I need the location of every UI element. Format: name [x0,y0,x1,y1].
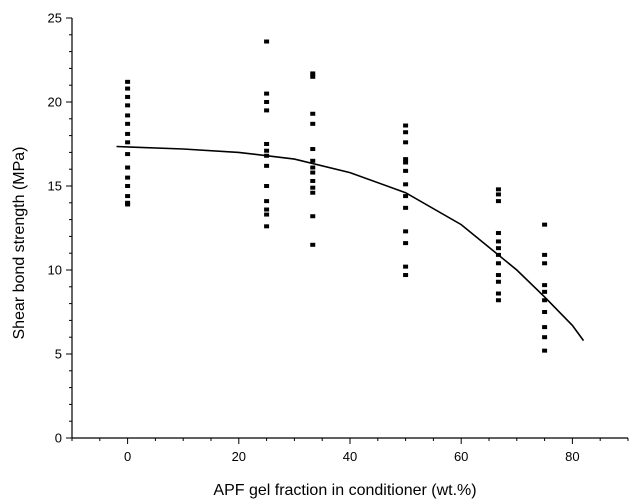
data-point [264,207,270,212]
data-point [403,273,409,278]
data-point [264,163,270,168]
data-point [310,158,316,163]
data-point [125,175,131,180]
data-point [403,130,409,135]
data-point [495,239,501,244]
data-point [264,148,270,153]
axis-ticks: 0 20 40 60 80 0 5 10 15 20 25 [48,11,629,464]
data-point [495,261,501,266]
x-tick-label: 40 [343,449,357,464]
data-point [495,273,501,278]
data-point [125,131,131,136]
data-point [542,289,548,294]
data-point [542,348,548,353]
data-point [403,182,409,187]
data-point [310,190,316,195]
data-point [542,261,548,266]
data-point [310,170,316,175]
data-point [125,121,131,126]
data-point [403,168,409,173]
data-point [310,147,316,152]
data-point [403,157,409,162]
data-point [495,246,501,251]
data-point [542,335,548,340]
data-point [403,241,409,246]
y-tick-label: 10 [48,263,62,278]
y-tick-label: 20 [48,95,62,110]
data-point [264,184,270,188]
fit-curve [116,145,585,342]
data-point [403,229,409,234]
data-point [495,291,501,296]
data-point [403,264,409,269]
x-tick-label: 0 [124,449,131,464]
data-point [310,71,316,76]
data-point [264,100,270,104]
data-point [495,298,501,303]
data-point [542,252,548,257]
y-tick-label: 25 [48,11,62,26]
data-point [125,152,131,157]
data-point [310,165,316,170]
x-tick-label: 80 [565,449,579,464]
data-point [125,184,131,188]
data-point [125,103,131,108]
data-point [125,194,131,199]
data-point [495,192,501,197]
data-point [403,205,409,210]
data-point [310,242,316,247]
data-point [495,199,501,204]
data-point [264,108,270,113]
data-point [264,39,270,44]
data-point [403,194,409,199]
data-point [125,113,131,118]
data-point [125,165,131,170]
data-point [403,160,409,165]
data-point [495,187,501,192]
data-point [495,252,501,257]
data-point [542,310,548,314]
data-point [310,121,316,126]
data-point [542,283,548,288]
data-point [264,91,270,96]
data-point [264,199,270,204]
y-axis-title: Shear bond strength (MPa) [11,147,28,340]
y-tick-label: 15 [48,179,62,194]
data-point [264,142,270,146]
data-point [125,86,131,91]
data-point [264,153,270,158]
data-point [310,111,316,116]
data-point [542,298,548,303]
data-points [125,39,548,353]
data-point [310,185,316,190]
data-point [495,279,501,284]
data-point [403,123,409,128]
data-point [542,222,548,227]
data-point [403,140,409,145]
data-point [310,214,316,219]
data-point [125,94,131,99]
y-tick-label: 0 [55,431,62,446]
fit-curve-group [116,145,585,342]
data-point [310,178,316,183]
data-point [542,325,548,330]
data-point [264,212,270,217]
data-point [310,74,316,79]
data-point [125,140,131,145]
x-axis-title: APF gel fraction in conditioner (wt.%) [213,482,476,499]
plot-axes [71,18,628,439]
data-point [264,224,270,229]
x-tick-label: 20 [232,449,246,464]
data-point [125,79,131,84]
x-tick-label: 60 [454,449,468,464]
data-point [125,202,131,207]
y-tick-label: 5 [55,347,62,362]
data-point [495,231,501,236]
